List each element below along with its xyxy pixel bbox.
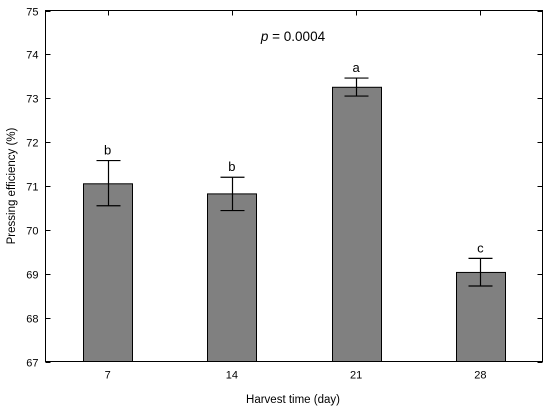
bars bbox=[83, 86, 506, 362]
y-tick-label: 74 bbox=[26, 50, 38, 62]
bar bbox=[456, 271, 506, 362]
y-axis: 67 68 69 70 71 72 73 74 75 bbox=[26, 7, 543, 370]
significance-letter: b bbox=[104, 143, 111, 158]
p-value-annotation: p = 0.0004 bbox=[260, 29, 326, 44]
error-bars bbox=[96, 77, 493, 287]
significance-letter: b bbox=[228, 159, 235, 174]
significance-letter: c bbox=[477, 240, 484, 255]
bar bbox=[332, 86, 382, 362]
x-tick-label: 14 bbox=[226, 370, 238, 382]
x-tick-label: 28 bbox=[474, 370, 486, 382]
y-tick-label: 68 bbox=[26, 314, 38, 326]
y-tick-label: 69 bbox=[26, 270, 38, 282]
y-tick-label: 67 bbox=[26, 358, 38, 370]
p-symbol: p bbox=[260, 29, 269, 44]
x-axis: 7 14 21 28 bbox=[105, 10, 487, 382]
y-tick-label: 72 bbox=[26, 138, 38, 150]
y-tick-label: 73 bbox=[26, 94, 38, 106]
x-tick-label: 21 bbox=[350, 370, 362, 382]
y-tick-label: 70 bbox=[26, 226, 38, 238]
p-value-text: = 0.0004 bbox=[268, 29, 325, 44]
significance-letters: b b a c bbox=[104, 60, 484, 255]
x-axis-title: Harvest time (day) bbox=[246, 394, 340, 406]
y-axis-title: Pressing efficiency (%) bbox=[6, 127, 18, 244]
y-tick-label: 71 bbox=[26, 182, 38, 194]
y-tick-label: 75 bbox=[26, 7, 38, 19]
bar bbox=[83, 183, 133, 362]
x-tick-label: 7 bbox=[105, 370, 111, 382]
bar bbox=[207, 193, 257, 362]
significance-letter: a bbox=[353, 60, 361, 75]
